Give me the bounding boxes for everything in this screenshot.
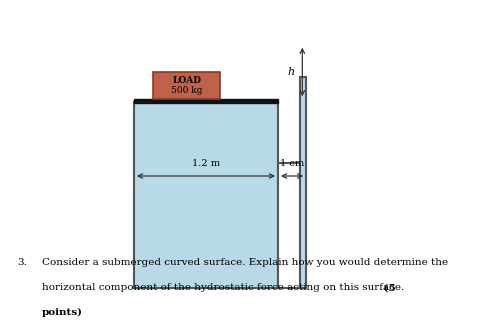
Bar [153, 72, 220, 99]
Text: 1.2 m: 1.2 m [192, 159, 220, 168]
Text: h: h [288, 67, 295, 77]
Bar [301, 77, 306, 288]
Text: horizontal component of the hydrostatic force acting on this surface.: horizontal component of the hydrostatic … [42, 283, 404, 292]
Text: points): points) [42, 308, 83, 317]
Bar [278, 163, 301, 288]
Bar [134, 102, 278, 288]
Text: (5: (5 [380, 283, 396, 292]
Text: LOAD: LOAD [172, 76, 201, 85]
Text: 500 kg: 500 kg [171, 86, 203, 95]
Text: Consider a submerged curved surface. Explain how you would determine the: Consider a submerged curved surface. Exp… [42, 258, 448, 267]
Text: 3.: 3. [17, 258, 27, 267]
Bar [134, 99, 278, 103]
Text: 1 cm: 1 cm [280, 159, 304, 168]
